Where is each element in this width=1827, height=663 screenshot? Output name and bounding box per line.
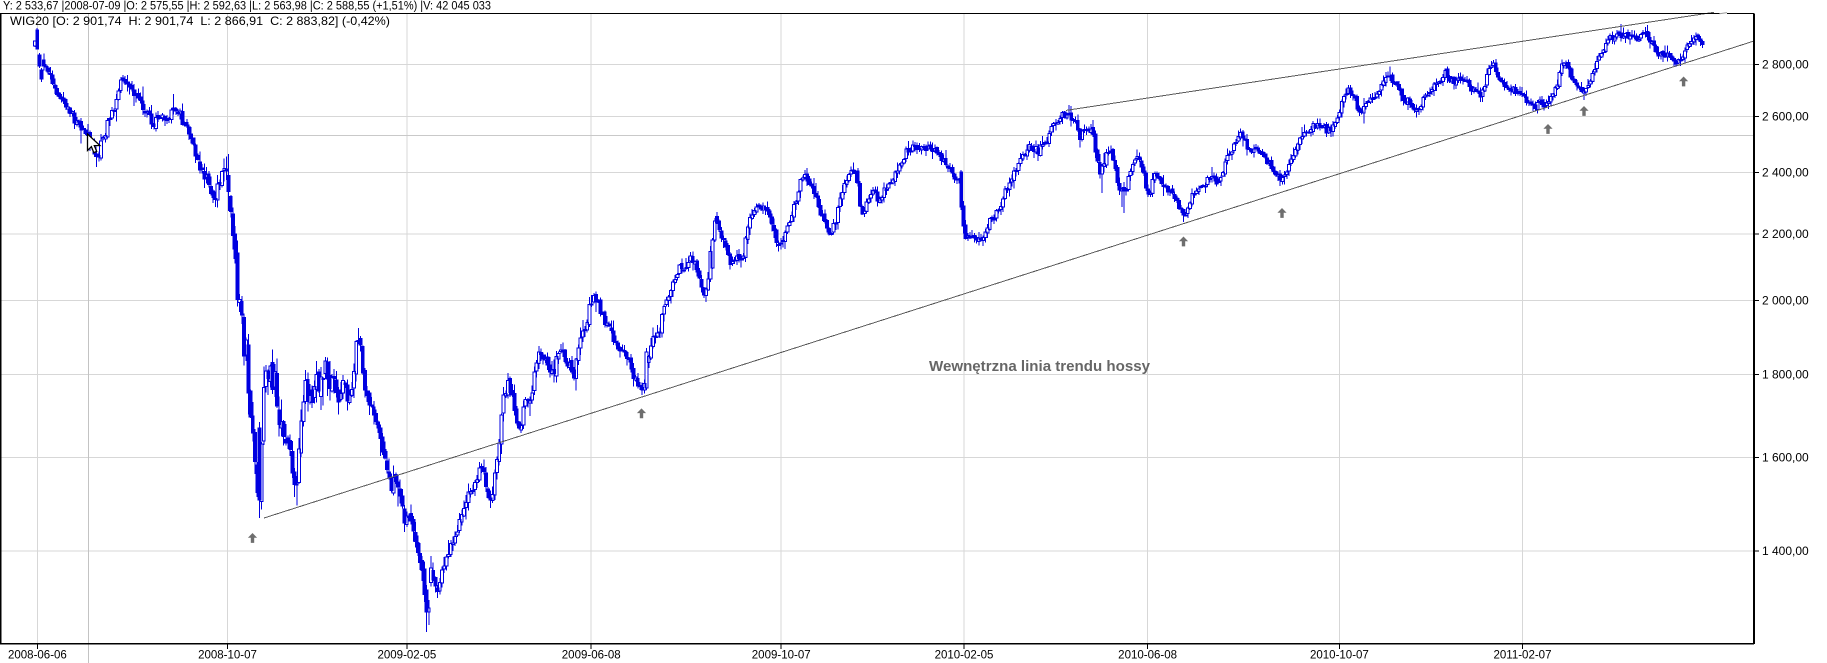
svg-text:Wewnętrzna linia trendu hossy: Wewnętrzna linia trendu hossy	[929, 359, 1150, 375]
svg-text:2008-06-06: 2008-06-06	[8, 650, 67, 662]
svg-text:2 000,00: 2 000,00	[1762, 294, 1809, 308]
svg-text:2 800,00: 2 800,00	[1762, 58, 1809, 72]
svg-text:1 400,00: 1 400,00	[1762, 544, 1809, 558]
svg-text:2 600,00: 2 600,00	[1762, 110, 1809, 124]
svg-text:2 200,00: 2 200,00	[1762, 227, 1809, 241]
svg-text:1 800,00: 1 800,00	[1762, 368, 1809, 382]
svg-text:2010-02-05: 2010-02-05	[935, 650, 994, 662]
svg-text:Y: 2 533,67 |2008-07-09 |O: 2: Y: 2 533,67 |2008-07-09 |O: 2 575,55 |H:…	[3, 1, 491, 13]
svg-text:2010-06-08: 2010-06-08	[1118, 650, 1177, 662]
svg-text:1 600,00: 1 600,00	[1762, 450, 1809, 464]
svg-text:2009-02-05: 2009-02-05	[377, 650, 436, 662]
svg-text:2 400,00: 2 400,00	[1762, 166, 1809, 180]
svg-text:2009-06-08: 2009-06-08	[562, 650, 621, 662]
svg-text:2009-10-07: 2009-10-07	[752, 650, 811, 662]
svg-text:2011-02-07: 2011-02-07	[1494, 650, 1552, 662]
svg-text:2008-10-07: 2008-10-07	[198, 650, 257, 662]
svg-text:2010-10-07: 2010-10-07	[1310, 650, 1369, 662]
svg-text:WIG20 [O: 2 901,74 H: 2 901,7: WIG20 [O: 2 901,74 H: 2 901,74 L: 2 866,…	[10, 14, 390, 28]
